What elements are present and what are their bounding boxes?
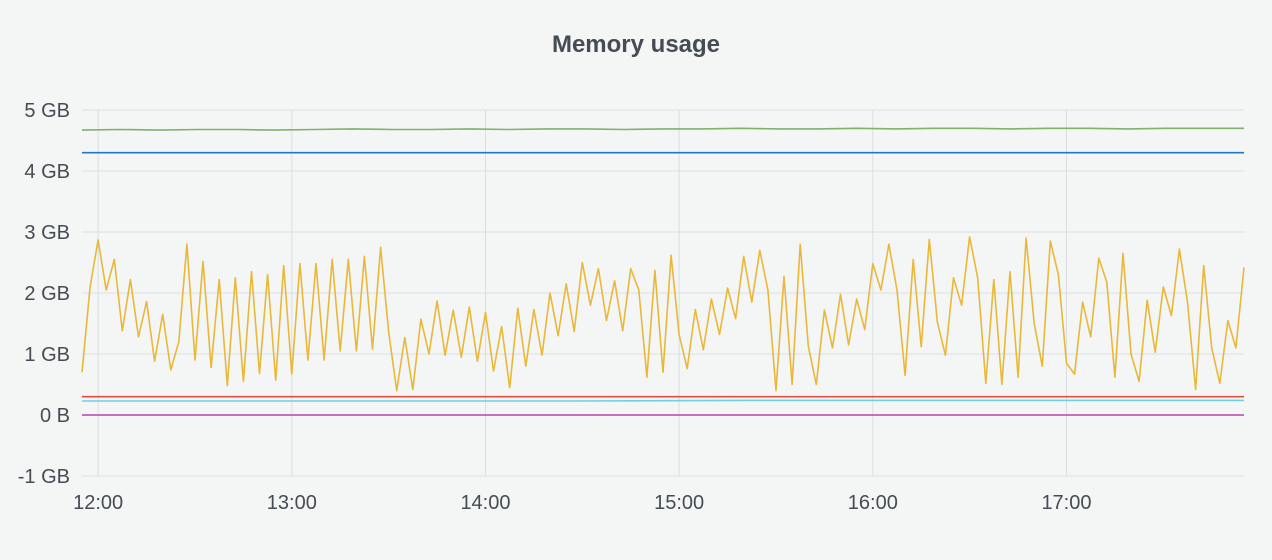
panel-title: Memory usage	[551, 31, 721, 58]
y-tick-label: -1 GB	[18, 466, 70, 488]
y-tick-label: 5 GB	[24, 100, 70, 122]
series-line-3[interactable]	[81, 236, 1245, 392]
x-tick-label: 16:00	[848, 492, 898, 514]
series-line-1[interactable]	[81, 127, 1244, 131]
series-lines	[81, 127, 1245, 416]
x-tick-label: 13:00	[267, 492, 317, 514]
x-tick-label: 14:00	[460, 492, 510, 514]
y-tick-label: 4 GB	[24, 161, 70, 183]
x-tick-label: 12:00	[73, 492, 123, 514]
y-tick-label: 3 GB	[24, 222, 70, 244]
y-tick-label: 1 GB	[24, 344, 70, 366]
y-axis-tick-labels: -1 GB 0 B 1 GB 2 GB 3 GB 4 GB 5 GB	[18, 100, 70, 488]
series-line-5[interactable]	[82, 399, 1244, 402]
y-tick-label: 0 B	[40, 405, 70, 427]
grid-lines	[82, 109, 1244, 477]
y-tick-label: 2 GB	[24, 283, 70, 305]
x-tick-label: 17:00	[1041, 492, 1091, 514]
x-axis-tick-labels: 12:00 13:00 14:00 15:00 16:00 17:00	[73, 492, 1091, 514]
x-tick-label: 15:00	[654, 492, 704, 514]
